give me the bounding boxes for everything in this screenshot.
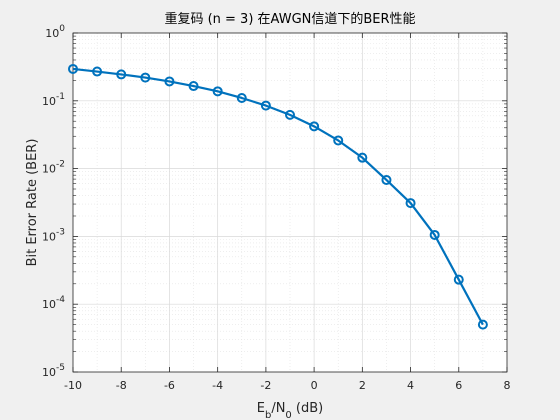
y-tick-label: 10-2	[42, 160, 65, 176]
data-point-marker	[164, 76, 175, 87]
x-tick-label: -2	[260, 379, 271, 392]
x-tick-label: 6	[455, 379, 462, 392]
chart-title: 重复码 (n = 3) 在AWGN信道下的BER性能	[164, 11, 415, 27]
x-tick-label: 4	[407, 379, 414, 392]
x-axis-title-main: E	[257, 401, 265, 416]
y-tick-label: 100	[45, 24, 65, 40]
data-point-marker	[260, 100, 271, 111]
data-point-marker	[116, 69, 127, 80]
x-tick-label: 2	[359, 379, 366, 392]
data-point-marker	[405, 198, 416, 209]
data-point-marker	[140, 72, 151, 83]
data-point-marker	[429, 229, 440, 240]
data-point-marker	[188, 81, 199, 92]
series-layer	[68, 63, 488, 330]
y-tick-label: 10-1	[42, 92, 65, 108]
y-tick-label: 10-3	[42, 227, 65, 243]
x-axis-title-slash: /N	[271, 401, 285, 416]
data-point-marker	[381, 174, 392, 185]
x-tick-label: -4	[212, 379, 223, 392]
data-point-marker	[453, 274, 464, 285]
data-point-marker	[68, 63, 78, 74]
data-point-marker	[477, 319, 488, 330]
x-tick-label: 8	[504, 379, 511, 392]
y-tick-label: 10-5	[42, 363, 65, 379]
x-tick-label: 0	[311, 379, 318, 392]
x-tick-label: -8	[116, 379, 127, 392]
x-tick-label: -10	[64, 379, 82, 392]
y-tick-label: 10-4	[42, 295, 65, 311]
x-tick-label: -6	[164, 379, 175, 392]
data-point-marker	[236, 92, 247, 103]
x-axis-title: Eb/N0 (dB)	[257, 401, 324, 420]
data-point-marker	[92, 66, 103, 77]
axis-ticks	[72, 32, 508, 373]
x-axis-title-sub2: 0	[285, 410, 291, 420]
y-tick-labels: 100 10-1 10-2 10-3 10-4 10-5	[42, 24, 65, 379]
data-point-marker	[333, 135, 344, 146]
axes-box	[72, 32, 508, 373]
x-tick-labels: -10 -8 -6 -4 -2 0 2 4 6 8	[64, 379, 510, 392]
data-point-marker	[285, 109, 295, 120]
data-point-marker	[357, 152, 368, 163]
x-axis-title-sub1: b	[265, 410, 271, 420]
x-axis-title-unit: (dB)	[292, 401, 323, 416]
data-point-marker	[309, 121, 320, 132]
data-point-marker	[212, 86, 223, 97]
y-axis-title: Bit Error Rate (BER)	[25, 139, 40, 267]
